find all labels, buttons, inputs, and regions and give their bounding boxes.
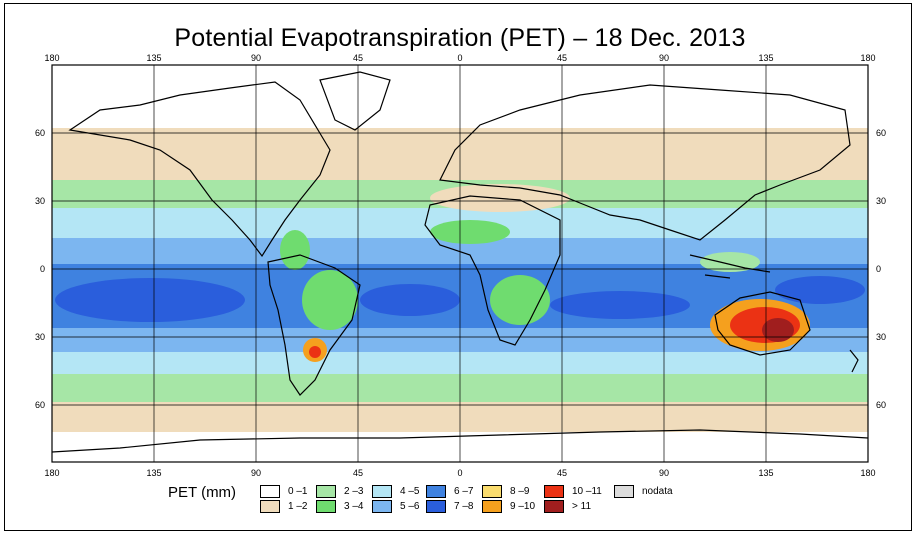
graticule — [52, 65, 868, 462]
lon-label: 90 — [659, 53, 669, 63]
legend-label-7-8: 7 –8 — [454, 501, 474, 512]
lon-label: 135 — [146, 53, 161, 63]
legend-swatch-5-6 — [372, 500, 392, 513]
lon-label: 0 — [457, 468, 462, 478]
australia-outline — [714, 291, 811, 356]
green-patch — [430, 220, 510, 244]
legend-label-gt-11: > 11 — [572, 501, 591, 512]
figure-frame — [4, 3, 912, 531]
legend-label-9-10: 9 –10 — [510, 501, 536, 512]
lon-label: 180 — [860, 468, 875, 478]
legend-title: PET (mm) — [168, 484, 237, 501]
lon-label: 135 — [758, 53, 773, 63]
lat-label: 60 — [35, 128, 45, 138]
legend-label-2-3: 2 –3 — [344, 486, 364, 497]
legend-swatch-nodata — [614, 485, 634, 498]
new-zealand-outline — [849, 349, 859, 373]
lon-label: 45 — [353, 468, 363, 478]
lon-label: 45 — [353, 53, 363, 63]
lon-label: 0 — [457, 53, 462, 63]
legend-label-nodata: nodata — [642, 486, 673, 497]
north-america-outline — [68, 81, 331, 258]
lat-label: 0 — [876, 264, 881, 274]
legend-swatch-6-7 — [426, 485, 446, 498]
legend-label-4-5: 4 –5 — [400, 486, 420, 497]
dark-blue-patch — [550, 291, 690, 319]
legend-label-10-11: 10 –11 — [572, 486, 602, 497]
lon-label: 180 — [44, 468, 59, 478]
legend-swatch-8-9 — [482, 485, 502, 498]
lon-label: 90 — [251, 468, 261, 478]
lon-label: 90 — [659, 468, 669, 478]
dark-blue-patch — [55, 278, 245, 322]
lon-label: 45 — [557, 468, 567, 478]
legend-label-6-7: 6 –7 — [454, 486, 474, 497]
legend-swatch-0-1 — [260, 485, 280, 498]
greenland-outline — [319, 71, 391, 131]
map-title: Potential Evapotranspiration (PET) – 18 … — [174, 24, 746, 52]
continent-outlines — [52, 71, 868, 453]
dark-blue-patch — [775, 276, 865, 304]
right-lat-labels: 60 30 0 30 60 — [876, 128, 886, 410]
legend-swatch-gt-11 — [544, 500, 564, 513]
legend-label-8-9: 8 –9 — [510, 486, 530, 497]
australia-extreme — [762, 318, 794, 342]
legend-swatch-10-11 — [544, 485, 564, 498]
left-lat-labels: 60 30 0 30 60 — [35, 128, 45, 410]
legend-label-3-4: 3 –4 — [344, 501, 364, 512]
legend-swatch-9-10 — [482, 500, 502, 513]
lat-label: 30 — [876, 196, 886, 206]
map-border — [51, 64, 869, 463]
indonesia-outline — [689, 254, 771, 279]
green-patch — [302, 270, 358, 330]
dark-blue-patch — [360, 284, 460, 316]
lat-label: 60 — [876, 400, 886, 410]
lon-label: 90 — [251, 53, 261, 63]
lon-label: 135 — [146, 468, 161, 478]
lon-label: 180 — [860, 53, 875, 63]
legend-label-0-1: 0 –1 — [288, 486, 308, 497]
lat-label: 0 — [40, 264, 45, 274]
green-patch — [490, 275, 550, 325]
africa-outline — [424, 195, 561, 346]
argentina-hot-core — [309, 346, 321, 358]
lon-label: 135 — [758, 468, 773, 478]
bottom-lon-labels: 180 135 90 45 0 45 90 135 180 — [44, 468, 875, 478]
green-patch — [700, 252, 760, 272]
lon-label: 45 — [557, 53, 567, 63]
legend-swatch-3-4 — [316, 500, 336, 513]
legend-swatch-7-8 — [426, 500, 446, 513]
lat-label: 30 — [35, 196, 45, 206]
legend-swatch-4-5 — [372, 485, 392, 498]
lat-label: 60 — [876, 128, 886, 138]
green-patch — [280, 230, 310, 270]
legend-swatch-2-3 — [316, 485, 336, 498]
legend-label-1-2: 1 –2 — [288, 501, 308, 512]
lon-label: 180 — [44, 53, 59, 63]
top-lon-labels: 180 135 90 45 0 45 90 135 180 — [44, 53, 875, 63]
lat-label: 30 — [35, 332, 45, 342]
eurasia-outline — [439, 84, 851, 241]
antarctica-outline — [52, 429, 868, 453]
legend-label-5-6: 5 –6 — [400, 501, 420, 512]
lat-label: 30 — [876, 332, 886, 342]
lat-label: 60 — [35, 400, 45, 410]
legend-swatch-1-2 — [260, 500, 280, 513]
south-america-outline — [267, 254, 361, 396]
